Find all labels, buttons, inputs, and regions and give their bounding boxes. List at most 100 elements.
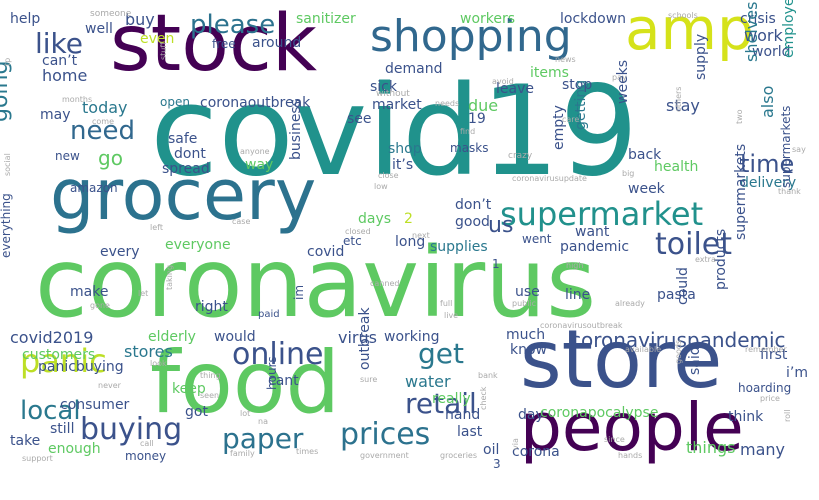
word-cloud-word: can’t [42,53,78,69]
word-cloud-word: thank [778,187,801,196]
word-cloud-word: store [520,313,723,406]
word-cloud-word: customers [22,347,96,363]
word-cloud-word: crazy [508,151,533,161]
word-cloud-word: would [214,329,256,345]
word-cloud-word: toilet [655,227,733,262]
word-cloud-word: hoarding [738,381,792,395]
word-cloud-word: got [185,404,208,420]
word-cloud-word: virus [338,328,377,347]
word-cloud-word: two [735,109,744,124]
word-cloud-word: food [150,333,341,433]
word-cloud-word: public [512,299,537,308]
word-cloud-word: available [625,345,662,354]
word-cloud-word: say [792,145,806,154]
word-cloud-word: supermarkets [779,105,793,188]
word-cloud-word: bank [478,371,498,380]
word-cloud-word: lot [240,409,251,418]
word-cloud-word: without [376,89,410,99]
word-cloud-word: care [562,115,580,124]
word-cloud-word: hands [618,451,643,460]
word-cloud-word: live [444,311,459,320]
word-cloud-word: schools [668,11,698,20]
word-cloud-word: supermarket [500,195,704,233]
word-cloud-word: stuff [159,42,168,60]
word-cloud-word: products [713,228,729,290]
word-cloud-word: consumer [60,397,130,413]
word-cloud-word: since [604,435,625,444]
word-cloud-word: think [728,409,764,425]
word-cloud-word: coronaviruspandemic [570,328,786,352]
word-cloud-word: retail [405,387,477,420]
word-cloud-word: others [674,86,683,112]
word-cloud-word: money [125,449,167,463]
word-cloud-word: also [758,85,777,118]
word-cloud-word: enough [48,441,101,457]
word-cloud-word: seen [200,391,220,400]
word-cloud-word: thing [200,371,221,380]
word-cloud-word: amp [625,0,754,63]
word-cloud-word: case [232,217,251,226]
word-cloud-word: get [418,337,464,370]
word-cloud-word: pandemic [560,239,630,255]
word-cloud-word: day [518,407,544,423]
word-cloud-word: employees [781,0,797,58]
word-cloud-word: use [515,284,540,300]
word-cloud-word: coronaoutbreak [200,95,311,111]
word-cloud-word: said [687,346,703,375]
word-cloud-word: sanitizer [296,11,356,27]
word-cloud-word: us [488,213,514,238]
word-cloud-word: grocery [50,154,317,236]
word-cloud-word: etc [343,234,362,248]
word-cloud-word: come [92,117,115,126]
word-cloud-word: please [190,10,276,40]
word-cloud-word: open [160,95,190,109]
word-cloud-word: it’s [392,157,414,173]
word-cloud-word: water [405,372,451,391]
word-cloud-word: every [100,244,140,260]
word-cloud-word: closed [345,227,371,236]
word-cloud-word: price [760,394,780,403]
word-cloud-word: tp [3,57,12,66]
word-cloud-word: supplies [430,239,488,255]
word-cloud-word: shelves [742,1,761,62]
word-cloud-word: still [50,421,75,437]
word-cloud-word: avoid [492,77,514,86]
word-cloud-word: buying [80,412,183,447]
word-cloud-word: people [520,389,744,466]
word-cloud-word: online [232,337,324,372]
word-cloud-word: things [686,438,736,457]
word-cloud-word: see [347,111,372,127]
word-cloud-word: local [20,396,81,426]
word-cloud-word: goods [674,339,683,364]
word-cloud-word: home [42,66,88,85]
word-cloud-word: high [566,261,584,270]
word-cloud-word: world [752,44,791,60]
word-cloud-word: stay [666,96,700,115]
word-cloud-word: covid [307,244,345,260]
word-cloud-word: leave [496,81,534,97]
word-cloud-word: really [432,391,471,407]
word-cloud-word: good [455,214,490,230]
word-cloud-word: even [140,31,175,47]
word-cloud-word: right [195,299,228,315]
word-cloud-word: coronavirus [35,227,597,339]
word-cloud-word: check [479,386,488,410]
word-cloud-word: due [468,96,499,115]
word-cloud-word: low [374,182,388,191]
word-cloud-word: take [10,433,41,449]
word-cloud-word: going [0,60,13,122]
word-cloud-word: much [506,327,546,343]
word-cloud-word: everyone [165,237,231,253]
word-cloud-word: back [628,147,662,163]
word-cloud-word: prices [340,417,431,452]
word-cloud-word: empty [551,105,567,150]
word-cloud-word: today [82,98,128,117]
word-cloud-word: way [245,157,274,173]
word-cloud-word: crisis [740,11,776,27]
word-cloud-word: months [62,95,93,104]
word-cloud-word: could [675,267,691,305]
word-cloud-word: long [395,234,426,250]
word-cloud-word: stores [124,342,173,361]
word-cloud-word: make [70,284,109,300]
word-cloud-word: need [70,116,135,146]
